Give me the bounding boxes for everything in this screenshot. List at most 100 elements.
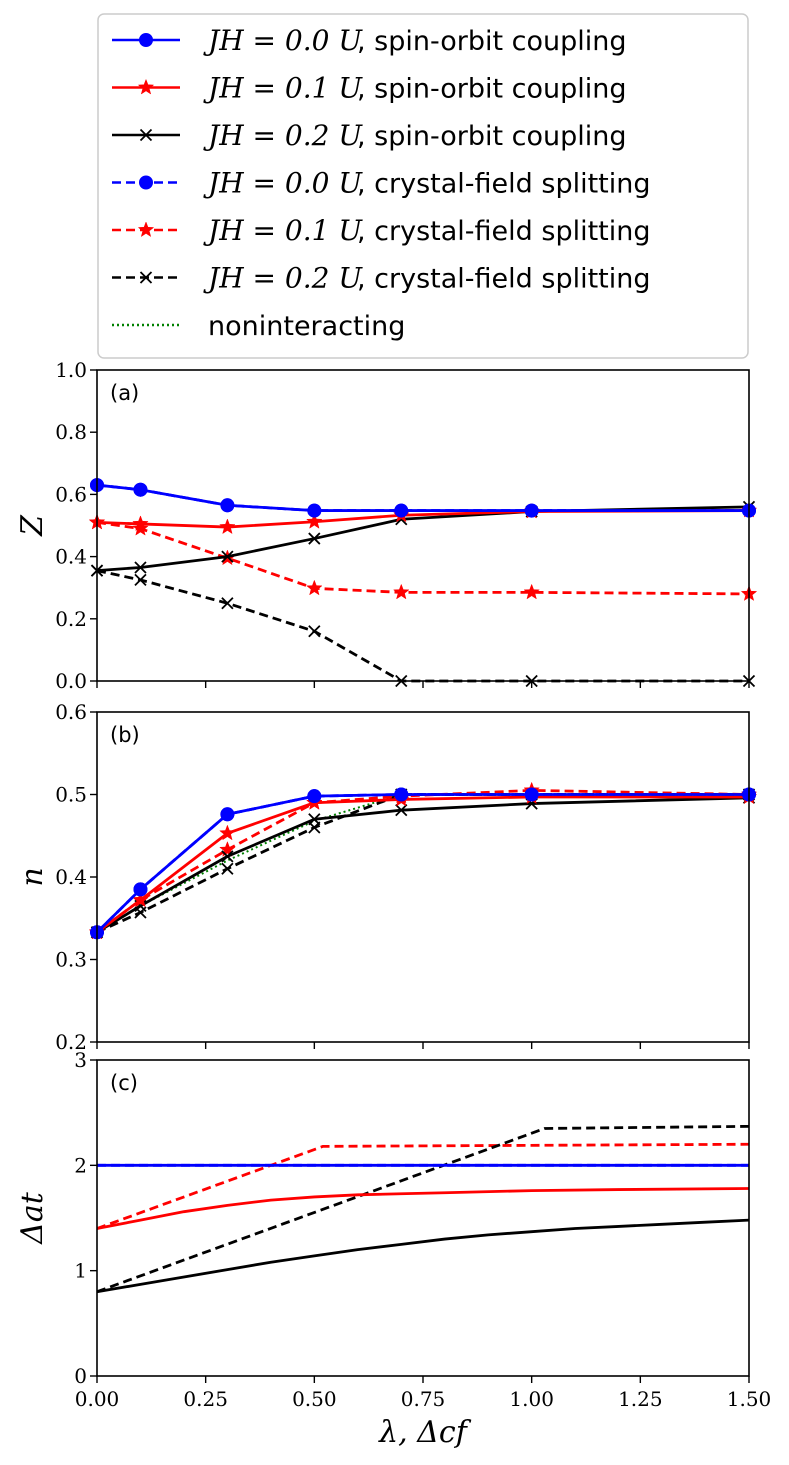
point-j00soc-p0-2 (220, 498, 235, 513)
panel-series-2 (96, 1124, 750, 1294)
legend-math-j00cf: JH = 0.0 U (203, 167, 363, 200)
point-j00soc-p1-2 (220, 807, 235, 822)
point-j02soc-p1-4 (395, 804, 408, 817)
point-j01soc-p0-1 (132, 515, 149, 531)
panel-label-1: (b) (110, 723, 140, 747)
series-line-j02cf-p2 (96, 1124, 750, 1294)
x-axis: 0.00 0.25 0.50 0.75 1.00 1.25 1.50 λ, Δcf (75, 1387, 772, 1450)
legend-math-j02cf: JH = 0.2 U (203, 262, 363, 295)
ytick-label-p0-0: 0.0 (55, 669, 87, 693)
point-j01cf-p1-2 (219, 841, 236, 857)
ytick-label-p2-1: 1 (74, 1259, 87, 1283)
series-line-j02soc-p0 (96, 505, 750, 572)
legend-entry-j01cf: JH = 0.1 U, crystal-field splitting (112, 214, 651, 247)
series-line-j01cf-p2 (96, 1142, 750, 1230)
legend-label-j02cf: , crystal-field splitting (357, 264, 651, 295)
point-j00soc-p0-4 (394, 503, 409, 518)
ytick-label-p0-2: 0.4 (55, 545, 87, 569)
panel-label-0: (a) (110, 381, 139, 405)
legend-label-j00soc: , spin-orbit coupling (357, 26, 627, 57)
xtick-label-2: 0.50 (292, 1387, 337, 1411)
legend-entry-nonint: noninteracting (112, 311, 405, 342)
legend-entry-j02soc: JH = 0.2 U, spin-orbit coupling (112, 119, 627, 152)
panel-0: 0.0 0.2 0.4 0.6 0.8 1.0 (a) Z (15, 358, 758, 693)
legend-marker-j02soc (139, 128, 153, 142)
legend-label-j01cf: , crystal-field splitting (357, 216, 651, 247)
ytick-label-p1-3: 0.5 (55, 783, 87, 807)
series-line-j01cf-p1 (96, 788, 750, 934)
ytick-label-p2-2: 2 (74, 1153, 87, 1177)
point-j02cf-p0-1 (134, 573, 147, 587)
point-j01soc-p1-2 (219, 824, 236, 841)
ytick-label-p1-1: 0.3 (55, 948, 87, 972)
ytick-label-p1-2: 0.4 (55, 865, 87, 889)
legend-entry-j00cf: JH = 0.0 U, crystal-field splitting (112, 167, 651, 200)
point-j01cf-p0-5 (523, 583, 540, 600)
xtick-label-5: 1.25 (618, 1387, 663, 1411)
point-j00soc-p1-1 (133, 882, 148, 897)
ytick-label-p0-4: 0.8 (55, 420, 87, 444)
panel-1: 0.2 0.3 0.4 0.5 0.6 (b) n (15, 700, 758, 1054)
legend-frame (97, 13, 749, 359)
point-j02soc-p0-2 (221, 550, 234, 563)
xtick-label-6: 1.50 (727, 1387, 772, 1411)
point-j02soc-p0-3 (308, 532, 321, 545)
point-j00soc-p1-3 (307, 789, 322, 804)
panel-frame-2 (96, 1059, 750, 1377)
series-line-j02soc-p2 (96, 1218, 750, 1294)
series-line-j00cf-p1 (96, 793, 749, 934)
series-line-nonint-p1 (96, 793, 749, 934)
legend-entry-j01soc: JH = 0.1 U, spin-orbit coupling (112, 72, 627, 105)
panel-label-2: (c) (110, 1071, 138, 1095)
series-line-j00soc-p0 (96, 483, 749, 512)
xtick-label-0: 0.00 (75, 1387, 120, 1411)
ytick-label-p2-0: 0 (74, 1364, 87, 1388)
ylabel-p2: Δat (15, 1191, 50, 1245)
panels: 0.0 0.2 0.4 0.6 0.8 1.0 (a) Z 0.2 0.3 0.4 0.5 0.6 (b)… (15, 358, 758, 1388)
point-j01cf-p0-4 (392, 583, 410, 600)
point-j00soc-p0-3 (307, 503, 322, 518)
ytick-label-p0-1: 0.2 (55, 607, 87, 631)
xtick-label-4: 1.00 (509, 1387, 554, 1411)
series-line-j02cf-p1 (96, 793, 749, 934)
panel-series-0 (88, 478, 758, 688)
point-j02soc-p0-1 (134, 561, 147, 574)
point-j01cf-p0-3 (306, 579, 323, 596)
point-j00soc-p1-4 (394, 787, 409, 802)
series-line-j00soc-p1 (96, 793, 749, 934)
point-j02soc-p1-3 (308, 813, 321, 826)
legend-entry-j02cf: JH = 0.2 U, crystal-field splitting (112, 262, 651, 295)
ytick-label-p0-5: 1.0 (55, 358, 87, 382)
panel-series-1 (88, 781, 758, 940)
point-j02cf-p0-2 (221, 597, 234, 610)
legend-label-j01soc: , spin-orbit coupling (357, 74, 627, 105)
point-j01soc-p0-3 (306, 513, 323, 529)
legend-entry-j00soc: JH = 0.0 U, spin-orbit coupling (112, 24, 627, 57)
point-j01soc-p0-2 (219, 518, 236, 535)
legend-marker-j00soc (139, 33, 153, 47)
legend-label-j00cf: , crystal-field splitting (357, 169, 651, 200)
legend-label-j02soc: , spin-orbit coupling (357, 121, 627, 152)
ytick-label-p1-4: 0.6 (55, 700, 87, 724)
series-line-j02cf-p0 (96, 569, 749, 683)
point-j01cf-p0-1 (132, 519, 149, 536)
point-j02cf-p0-3 (308, 625, 321, 638)
point-j02cf-p1-2 (221, 862, 234, 875)
xlabel: λ, Δcf (378, 1415, 472, 1450)
legend-label-nonint: noninteracting (208, 311, 405, 342)
legend-math-j01cf: JH = 0.1 U (203, 214, 363, 247)
series-line-j01cf-p0 (96, 521, 750, 596)
point-j00soc-p1-5 (524, 787, 539, 802)
panel-frame-1 (96, 711, 750, 1043)
ylabel-p0: Z (15, 514, 50, 537)
ytick-label-p2-3: 3 (74, 1048, 87, 1072)
point-j02soc-p1-2 (221, 850, 234, 863)
legend-marker-j01soc (137, 78, 155, 95)
series-line-j01soc-p1 (96, 795, 749, 934)
xtick-label-1: 0.25 (183, 1387, 228, 1411)
ylabel-p1: n (15, 867, 50, 886)
legend-marker-j00cf (139, 175, 153, 190)
xtick-label-3: 0.75 (401, 1387, 446, 1411)
